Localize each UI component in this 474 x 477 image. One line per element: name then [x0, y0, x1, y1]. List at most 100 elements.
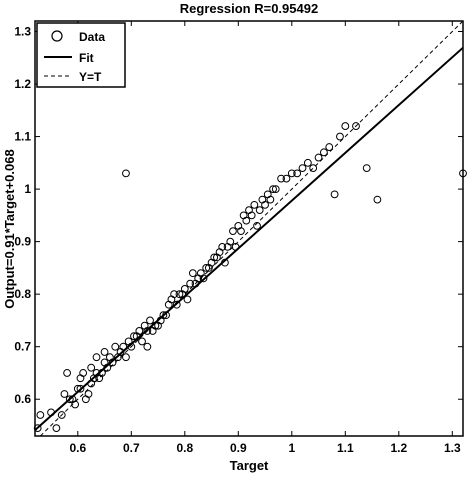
- data-point: [183, 295, 192, 304]
- data-point: [180, 285, 189, 293]
- data-point: [271, 185, 280, 194]
- x-tick-label: 1.3: [444, 441, 461, 455]
- legend: Data Fit Y=T: [36, 22, 126, 88]
- data-point: [287, 169, 296, 178]
- data-point: [84, 390, 93, 398]
- y-tick-label: 1.2: [14, 77, 31, 91]
- data-point: [255, 206, 264, 215]
- data-point: [65, 395, 74, 404]
- data-point: [210, 253, 219, 262]
- data-point: [60, 390, 69, 398]
- data-point: [138, 337, 146, 346]
- data-point: [269, 185, 277, 194]
- data-point: [87, 363, 96, 372]
- data-point: [36, 411, 45, 419]
- data-point: [336, 132, 344, 141]
- data-point: [127, 342, 136, 351]
- data-point: [341, 122, 350, 130]
- data-point: [314, 153, 323, 162]
- data-point: [111, 342, 120, 351]
- legend-fit-label: Fit: [79, 51, 94, 65]
- data-point: [303, 158, 312, 167]
- data-point: [309, 164, 318, 172]
- data-point: [352, 122, 360, 130]
- data-point: [325, 143, 334, 151]
- data-points: [33, 122, 467, 433]
- data-point: [199, 274, 208, 283]
- data-point: [97, 369, 106, 377]
- data-point: [362, 164, 371, 172]
- data-point: [373, 195, 382, 204]
- chart-title: Regression R=0.95492: [180, 1, 318, 16]
- data-point: [218, 242, 227, 251]
- data-point: [162, 311, 170, 320]
- data-point: [79, 369, 88, 377]
- data-point: [73, 384, 82, 393]
- y-tick-label: 0.6: [14, 392, 31, 406]
- y-tick-label: 1.1: [14, 130, 31, 144]
- data-point: [130, 332, 138, 341]
- data-point: [298, 164, 307, 172]
- data-point: [261, 200, 269, 209]
- legend-yt-label: Y=T: [79, 70, 102, 84]
- data-point: [119, 342, 128, 351]
- data-point: [253, 221, 261, 230]
- x-tick-label: 1.1: [337, 441, 354, 455]
- y-tick-label: 0.8: [14, 287, 31, 301]
- y-tick-label: 0.7: [14, 340, 31, 354]
- data-point: [266, 195, 275, 204]
- data-point: [63, 369, 71, 377]
- data-point: [146, 316, 154, 325]
- data-point: [186, 279, 195, 288]
- data-point: [247, 211, 256, 220]
- data-point: [122, 169, 130, 178]
- x-tick-label: 0.7: [123, 441, 140, 455]
- data-point: [250, 200, 259, 209]
- y-axis-ticks: 0.6 0.7 0.8 0.9 1 1.1 1.2 1.3: [14, 25, 463, 406]
- data-point: [100, 348, 109, 356]
- data-point: [226, 237, 235, 246]
- x-axis-ticks: 0.6 0.7 0.8 0.9 1 1.1 1.2 1.3: [69, 21, 461, 455]
- x-tick-label: 1.2: [390, 441, 407, 455]
- data-point: [320, 148, 328, 157]
- data-point: [172, 300, 181, 309]
- data-point: [175, 290, 184, 299]
- legend-data-marker: [51, 30, 63, 42]
- data-point: [293, 169, 302, 178]
- data-point: [202, 263, 211, 272]
- data-point: [33, 424, 42, 433]
- data-point: [151, 321, 160, 330]
- data-point: [52, 424, 61, 433]
- data-point: [135, 327, 144, 335]
- y-tick-label: 1: [24, 182, 31, 196]
- y-tick-label: 0.9: [14, 235, 31, 249]
- data-point: [143, 342, 152, 351]
- data-point: [237, 227, 245, 236]
- data-point: [229, 227, 237, 236]
- data-point: [108, 358, 117, 367]
- data-point: [159, 311, 168, 320]
- data-point: [170, 290, 179, 299]
- data-point: [122, 353, 130, 362]
- data-point: [242, 216, 251, 225]
- fit-line: [34, 46, 464, 431]
- data-point: [459, 169, 467, 178]
- data-point: [92, 353, 101, 362]
- data-point: [188, 269, 197, 278]
- data-point: [47, 408, 55, 417]
- data-point: [103, 363, 112, 372]
- data-point: [221, 258, 229, 267]
- data-point: [277, 174, 286, 183]
- data-point: [57, 411, 66, 419]
- x-tick-label: 0.8: [176, 441, 193, 455]
- legend-data-label: Data: [79, 30, 105, 44]
- data-point: [282, 174, 291, 183]
- data-point: [330, 190, 339, 199]
- data-point: [143, 327, 152, 335]
- data-point: [231, 242, 240, 251]
- y-tick-label: 1.3: [14, 25, 31, 39]
- x-tick-label: 0.6: [69, 441, 86, 455]
- data-point: [71, 400, 80, 409]
- x-axis-label: Target: [230, 458, 269, 473]
